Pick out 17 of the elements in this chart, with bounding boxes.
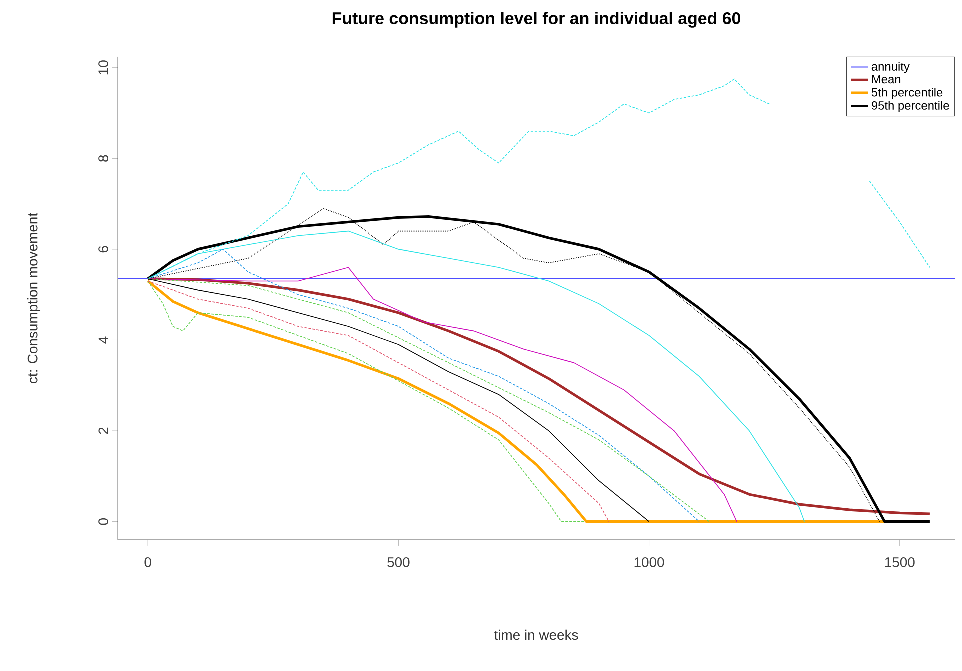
legend-label: 95th percentile: [872, 101, 950, 112]
legend-label: Mean: [872, 75, 901, 84]
y-tick-label: 0: [98, 518, 108, 526]
y-tick-label: 2: [98, 428, 108, 434]
y-tick-label: 8: [98, 155, 108, 162]
y-tick-label: 6: [98, 246, 108, 253]
y-tick-label: 4: [98, 336, 108, 344]
x-tick-label: 1000: [634, 557, 664, 568]
x-axis-title: time in weeks: [494, 630, 578, 640]
y-axis-title: ct: Consumption movement: [28, 213, 41, 384]
y-tick-label: 10: [98, 60, 108, 75]
legend-label: annuity: [872, 62, 910, 74]
x-tick-label: 1500: [885, 557, 915, 568]
x-tick-label: 500: [388, 557, 410, 568]
chart-title: Future consumption level for an individual aged 60: [332, 12, 740, 28]
x-tick-label: 0: [144, 557, 152, 568]
legend-label: 5th percentile: [872, 88, 943, 100]
